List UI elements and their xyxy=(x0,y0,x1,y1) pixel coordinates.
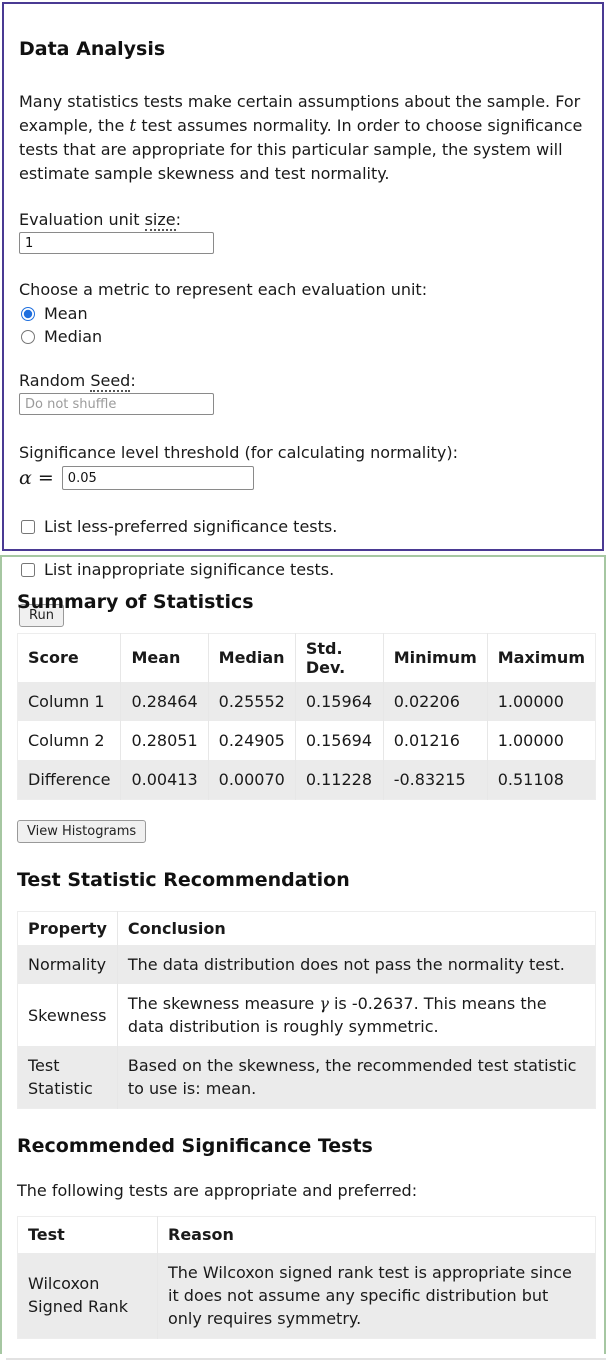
cell-conclusion: The skewness measure γ is -0.2637. This … xyxy=(116,984,596,1046)
inappropriate-checkbox-row[interactable]: List inappropriate significance tests. xyxy=(21,559,586,580)
cell-minimum: -0.83215 xyxy=(382,759,488,799)
cell-score: Difference xyxy=(28,769,111,789)
cell-stddev: 0.11228 xyxy=(294,759,384,799)
table-row: Skewness The skewness measure γ is -0.26… xyxy=(18,984,596,1046)
view-histograms-button[interactable]: View Histograms xyxy=(17,819,147,843)
cell-conclusion: The data distribution does not pass the … xyxy=(116,945,596,984)
tests-col-reason: Reason xyxy=(157,1216,596,1253)
less-preferred-checkbox[interactable] xyxy=(21,519,35,534)
less-preferred-checkbox-label: List less-preferred significance tests. xyxy=(44,517,338,536)
median-radio[interactable] xyxy=(21,329,35,344)
median-radio-label: Median xyxy=(44,327,103,346)
inappropriate-checkbox-label: List inappropriate significance tests. xyxy=(44,560,335,579)
cell-property: Test Statistic xyxy=(28,1056,93,1098)
seed-tooltip-term: Seed xyxy=(90,371,131,392)
random-seed-label-text: Random xyxy=(19,371,91,390)
intro-paragraph: Many statistics tests make certain assum… xyxy=(19,90,586,186)
tests-col-test: Test xyxy=(28,1225,65,1245)
summary-col-minimum: Minimum xyxy=(382,633,488,682)
table-row: Wilcoxon Signed Rank The Wilcoxon signed… xyxy=(17,1252,596,1338)
intro-text-pre: Many statistics tests make certain assum… xyxy=(19,92,581,135)
cell-maximum: 0.51108 xyxy=(486,759,596,799)
summary-statistics-table: Score Mean Median Std. Dev. Minimum Maxi… xyxy=(17,633,596,800)
cell-stddev: 0.15964 xyxy=(294,681,384,721)
alpha-row: α = xyxy=(19,466,586,490)
results-panel: Summary of Statistics Score Mean Median … xyxy=(0,555,606,1354)
summary-col-score: Score xyxy=(28,648,79,668)
cell-maximum: 1.00000 xyxy=(486,681,596,721)
cell-median: 0.25552 xyxy=(207,681,296,721)
summary-col-median: Median xyxy=(207,633,296,682)
skewness-text-pre: The skewness measure xyxy=(127,994,320,1013)
cell-test: Wilcoxon Signed Rank xyxy=(28,1274,128,1316)
metric-option-mean[interactable]: Mean xyxy=(21,303,586,324)
random-seed-input[interactable] xyxy=(19,393,214,415)
page-title: Data Analysis xyxy=(19,38,166,60)
metric-choice-label: Choose a metric to represent each evalua… xyxy=(19,280,428,299)
less-preferred-checkbox-row[interactable]: List less-preferred significance tests. xyxy=(21,516,586,537)
cell-stddev: 0.15694 xyxy=(294,720,384,760)
gamma-symbol: γ xyxy=(319,994,329,1013)
table-row: Normality The data distribution does not… xyxy=(17,945,596,984)
significance-threshold-label: Significance level threshold (for calcul… xyxy=(19,443,459,462)
evaluation-unit-label-colon: : xyxy=(175,210,182,229)
tests-header-row: Test Reason xyxy=(18,1216,596,1253)
cell-median: 0.24905 xyxy=(207,720,296,760)
alpha-input[interactable] xyxy=(61,466,254,490)
run-button[interactable]: Run xyxy=(19,604,64,627)
cell-median: 0.00070 xyxy=(207,759,296,799)
cell-conclusion: Based on the skewness, the recommended t… xyxy=(116,1046,596,1109)
summary-col-maximum: Maximum xyxy=(486,633,596,682)
test-statistic-table: Property Conclusion Normality The data d… xyxy=(17,910,596,1109)
alpha-symbol: α = xyxy=(19,467,54,489)
cell-mean: 0.28464 xyxy=(120,681,209,721)
cell-property: Skewness xyxy=(28,1005,107,1025)
cell-property: Normality xyxy=(28,955,107,974)
data-analysis-panel: Data Analysis Many statistics tests make… xyxy=(2,2,604,627)
significance-tests-intro: The following tests are appropriate and … xyxy=(17,1181,418,1200)
table-row: Column 2 0.28051 0.24905 0.15694 0.01216… xyxy=(18,720,596,760)
random-seed-label-colon: : xyxy=(130,371,136,390)
table-row: Column 1 0.28464 0.25552 0.15964 0.02206… xyxy=(17,681,596,721)
table-row: Difference 0.00413 0.00070 0.11228 -0.83… xyxy=(17,759,596,799)
cell-minimum: 0.01216 xyxy=(382,720,488,760)
table-row: Test Statistic Based on the skewness, th… xyxy=(17,1046,596,1109)
summary-title: Summary of Statistics xyxy=(17,591,254,613)
cell-minimum: 0.02206 xyxy=(382,681,488,721)
mean-radio-label: Mean xyxy=(44,304,88,323)
size-tooltip-term: size xyxy=(144,210,176,231)
rec-col-property: Property xyxy=(28,918,107,938)
cell-reason: The Wilcoxon signed rank test is appropr… xyxy=(157,1252,596,1338)
recommended-tests-table: Test Reason Wilcoxon Signed Rank The Wil… xyxy=(17,1216,596,1339)
summary-col-mean: Mean xyxy=(120,633,209,682)
cell-maximum: 1.00000 xyxy=(486,720,596,760)
intro-text-post: test assumes normality. In order to choo… xyxy=(19,116,583,183)
recommendation-title: Test Statistic Recommendation xyxy=(17,868,350,891)
random-seed-label: Random Seed: xyxy=(19,371,586,392)
summary-header-row: Score Mean Median Std. Dev. Minimum Maxi… xyxy=(18,633,596,682)
mean-radio[interactable] xyxy=(21,306,35,321)
cell-score: Column 2 xyxy=(28,730,105,750)
cell-mean: 0.28051 xyxy=(120,720,209,760)
evaluation-unit-size-input[interactable] xyxy=(19,232,214,254)
inappropriate-checkbox[interactable] xyxy=(21,562,35,577)
math-t-symbol: t xyxy=(129,116,137,136)
rec-col-conclusion: Conclusion xyxy=(116,911,596,945)
skewness-text-post: is -0.2637. This means the data distribu… xyxy=(127,994,547,1036)
cell-mean: 0.00413 xyxy=(120,759,209,799)
recommendation-header-row: Property Conclusion xyxy=(18,911,596,945)
significance-tests-title: Recommended Significance Tests xyxy=(17,1135,373,1157)
metric-option-median[interactable]: Median xyxy=(21,326,586,347)
evaluation-unit-label-text: Evaluation unit xyxy=(19,210,145,229)
summary-col-stddev: Std. Dev. xyxy=(294,633,384,682)
cell-score: Column 1 xyxy=(28,691,105,711)
evaluation-unit-size-label: Evaluation unit size: xyxy=(19,210,586,231)
